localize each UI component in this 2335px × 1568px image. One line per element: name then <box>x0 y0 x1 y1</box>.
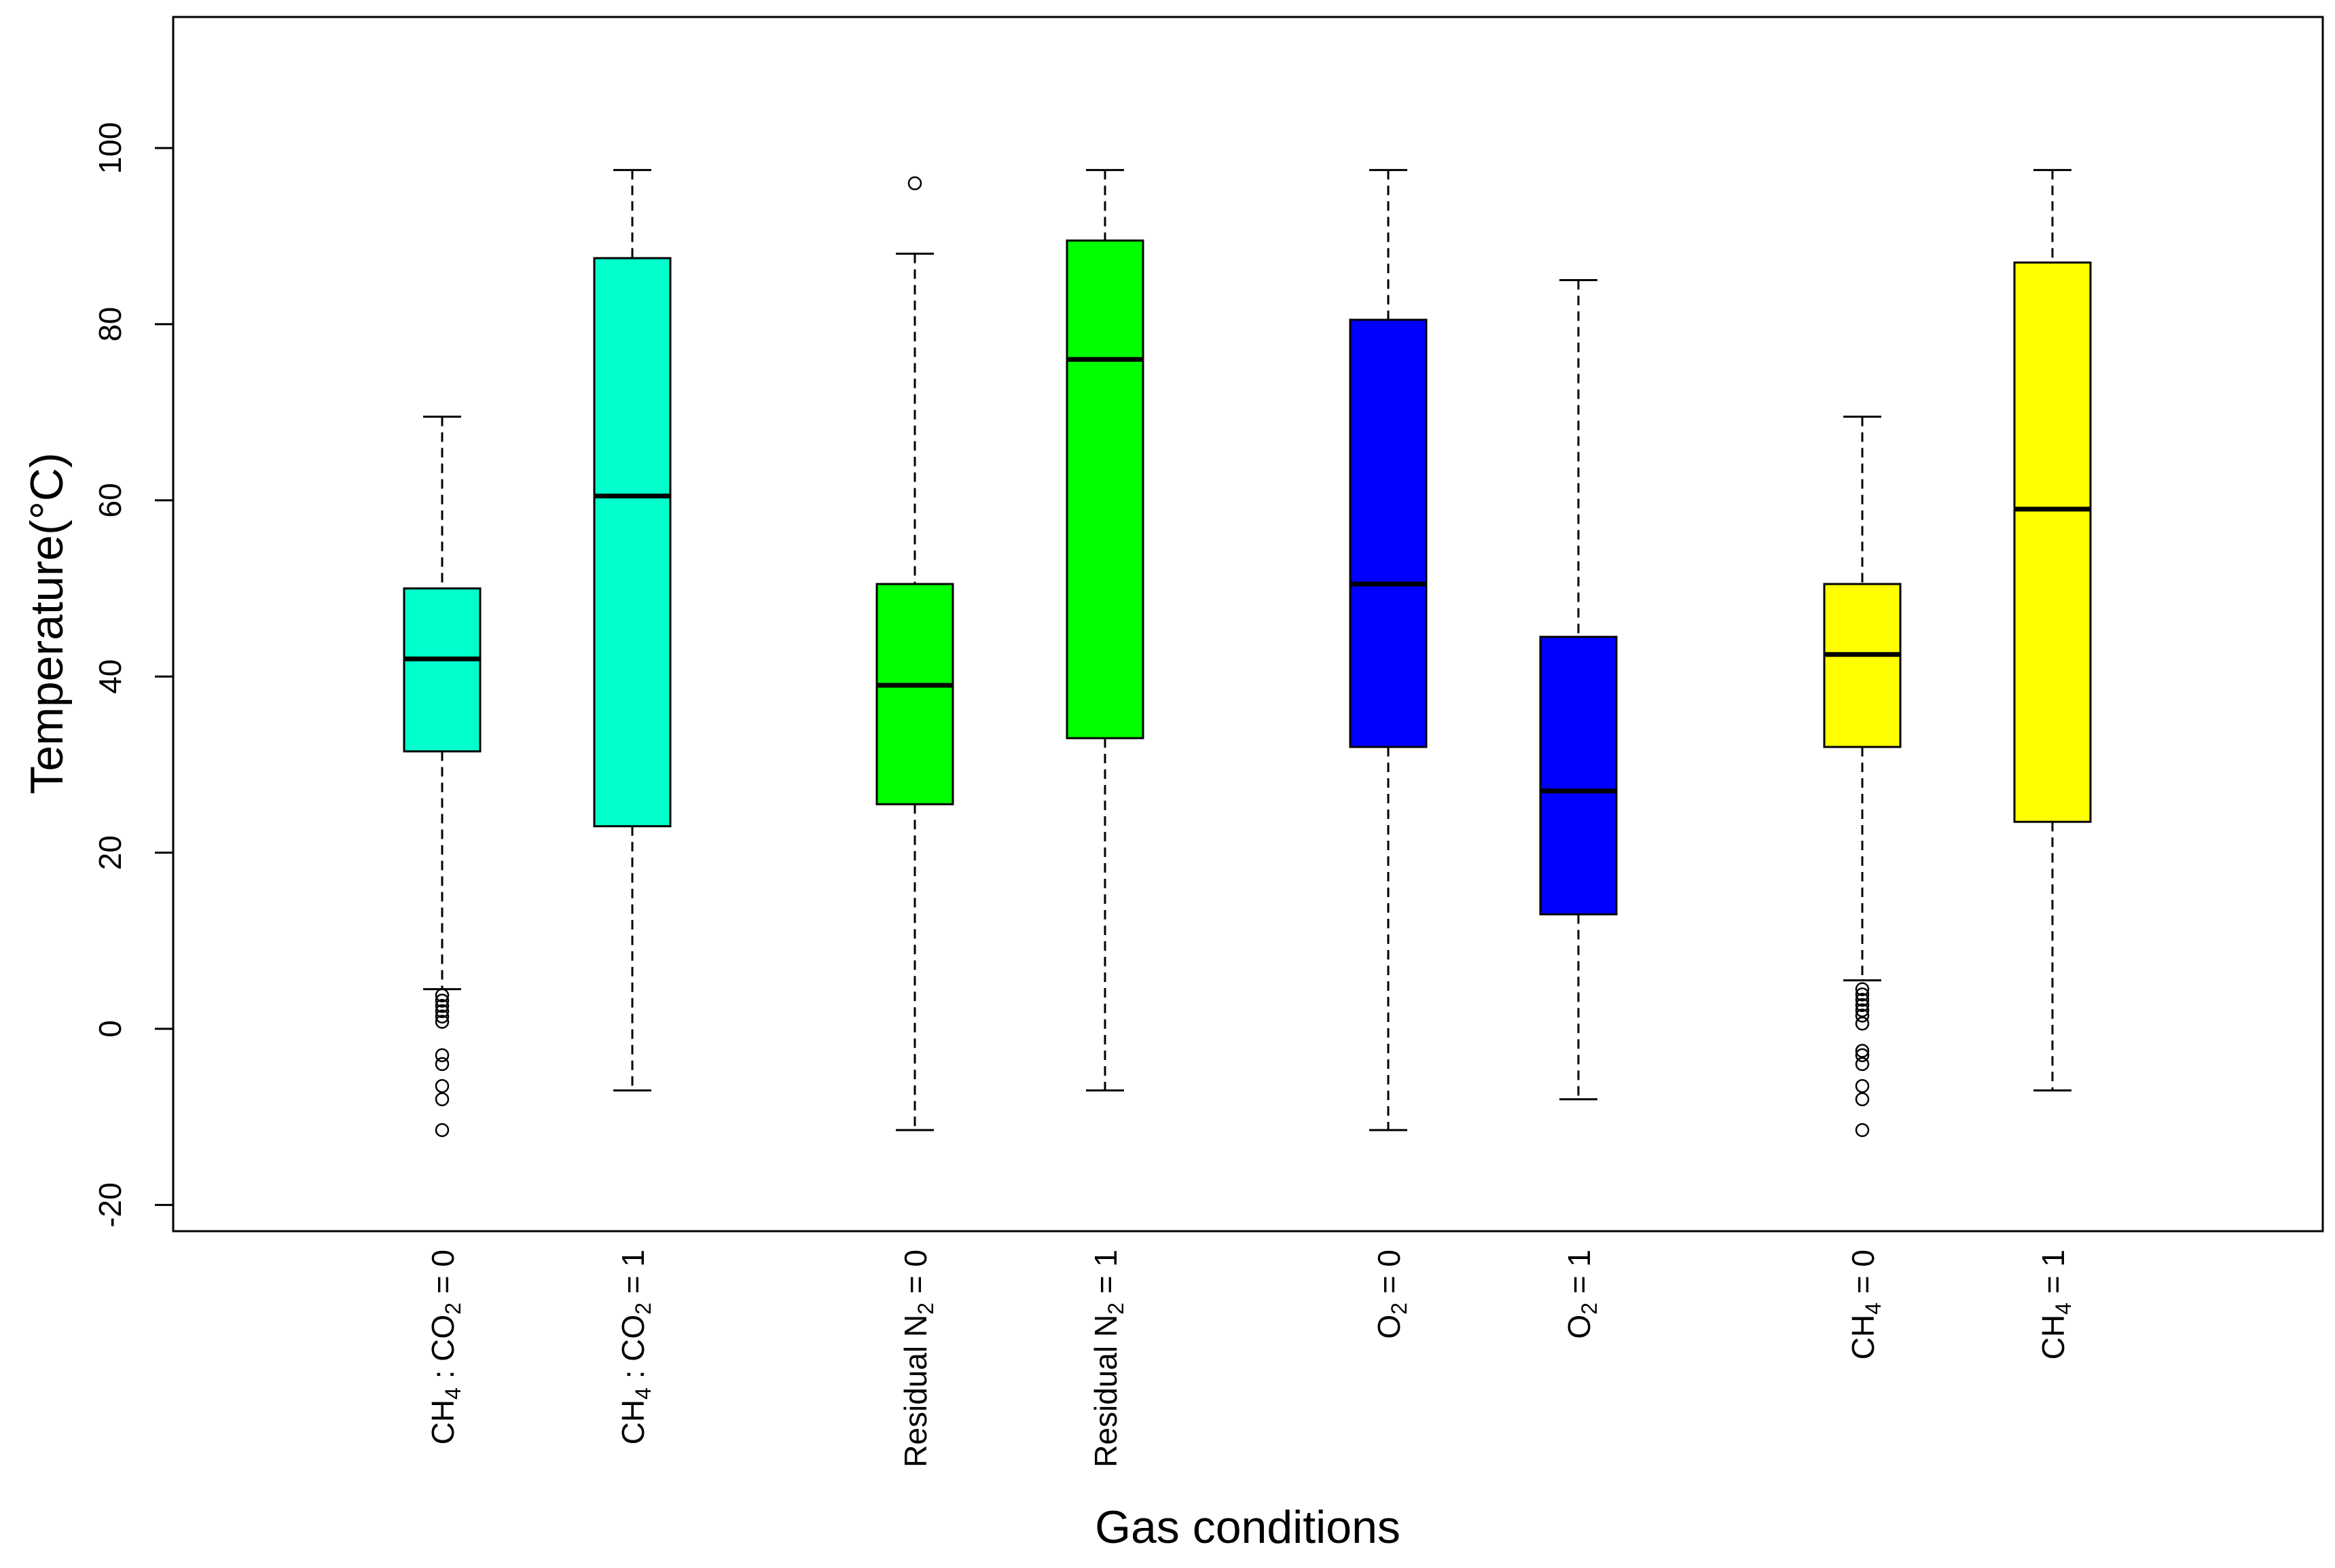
outlier-point <box>1855 1092 1870 1107</box>
y-tick-label: 20 <box>92 835 128 870</box>
y-axis: -20 0 20 40 60 80 100 <box>92 122 175 1228</box>
y-tick-label: 60 <box>92 483 128 517</box>
outlier-point <box>1855 1044 1870 1058</box>
box-4 <box>1066 168 1144 1092</box>
outlier-point <box>1855 1079 1870 1093</box>
outlier-point <box>435 1092 450 1107</box>
outlier-point <box>435 1048 450 1063</box>
y-axis-title: Temperature(°C) <box>21 452 73 794</box>
x-axis-labels: CH4 : CO2 = 0 CH4 : CO2 = 1 Residual N2 = … <box>425 1250 2076 1467</box>
box-8 <box>2013 168 2092 1092</box>
outlier-point <box>1855 992 1870 1007</box>
y-tick-label: 100 <box>92 122 128 175</box>
outlier-point <box>1855 998 1870 1013</box>
box-rect <box>403 587 482 752</box>
y-tick-label: 80 <box>92 307 128 342</box>
x-axis-title: Gas conditions <box>1095 1501 1400 1553</box>
box-7 <box>1823 416 1902 1137</box>
outlier-point <box>1855 1123 1870 1137</box>
box-5 <box>1349 168 1428 1131</box>
outlier-point <box>1855 1003 1870 1018</box>
plot-frame <box>172 16 2324 1233</box>
outlier-point <box>435 1009 450 1024</box>
outlier-point <box>435 993 450 1008</box>
outlier-point <box>1855 987 1870 1002</box>
box-rect <box>2013 261 2092 823</box>
y-tick-label: 0 <box>92 1020 128 1038</box>
x-tick-label: O2 = 0 <box>1371 1250 1411 1339</box>
outlier-point <box>435 988 450 1002</box>
x-tick-label: O2 = 1 <box>1561 1250 1601 1339</box>
box-rect <box>593 257 672 828</box>
outlier-point <box>1855 1016 1870 1031</box>
x-tick-label: CH4 : CO2 = 1 <box>615 1250 655 1444</box>
outlier-point <box>435 1079 450 1093</box>
box-3 <box>875 176 954 1131</box>
x-tick-label: CH4 : CO2 = 0 <box>425 1250 465 1444</box>
x-tick-label: Residual N2 = 0 <box>898 1250 938 1467</box>
outlier-point <box>1855 1048 1870 1063</box>
outlier-point <box>435 999 450 1013</box>
box-6 <box>1539 279 1618 1101</box>
box-rect <box>875 583 954 805</box>
box-rect <box>1349 318 1428 748</box>
box-rect <box>1066 239 1144 740</box>
outlier-point <box>1855 982 1870 996</box>
x-tick-label: CH4 = 0 <box>1845 1250 1885 1360</box>
box-rect <box>1823 583 1902 748</box>
outlier-point <box>1855 1057 1870 1072</box>
outlier-point <box>435 1123 450 1137</box>
outlier-point <box>1855 1008 1870 1023</box>
outlier-point <box>907 176 922 191</box>
boxes-group <box>403 168 2092 1137</box>
outlier-point <box>435 1015 450 1029</box>
box-rect <box>1539 636 1618 915</box>
box-1 <box>403 416 482 1137</box>
y-tick-label: -20 <box>92 1182 128 1227</box>
outlier-point <box>435 1004 450 1019</box>
x-tick-label: CH4 = 1 <box>2035 1250 2076 1360</box>
outlier-point <box>435 1057 450 1072</box>
box-2 <box>593 168 672 1092</box>
x-tick-label: Residual N2 = 1 <box>1088 1250 1128 1467</box>
y-tick-label: 40 <box>92 659 128 694</box>
